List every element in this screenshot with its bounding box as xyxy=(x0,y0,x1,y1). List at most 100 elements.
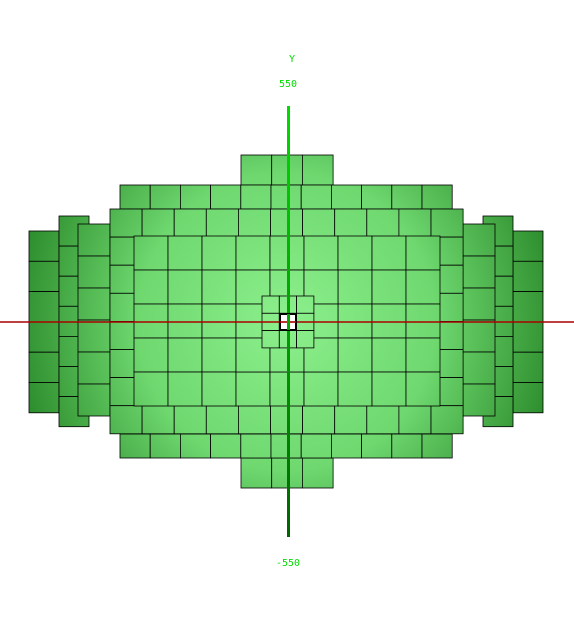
inner-tile xyxy=(235,235,271,271)
inner-tile xyxy=(371,269,407,305)
side-tile xyxy=(512,382,544,414)
bottom-tile xyxy=(421,433,453,459)
top-tile xyxy=(270,184,302,210)
top-tile xyxy=(240,184,272,210)
main-tile xyxy=(173,405,207,435)
top-tile xyxy=(210,184,242,210)
inner-tile xyxy=(337,303,373,339)
inner-tile xyxy=(167,269,203,305)
inner-tile xyxy=(133,269,169,305)
inner-tile xyxy=(371,337,407,373)
main-tile xyxy=(430,208,464,238)
inner-tile xyxy=(133,371,169,407)
main-tile xyxy=(270,208,303,238)
main-tile xyxy=(366,405,400,435)
main-tile xyxy=(141,208,175,238)
side-tile xyxy=(77,287,111,321)
inner-tile xyxy=(201,235,237,271)
bottom-tile xyxy=(119,433,151,459)
bottom-tile xyxy=(361,433,393,459)
inner-tile xyxy=(303,235,339,271)
inner-tile xyxy=(201,371,237,407)
side-tile xyxy=(28,382,60,414)
bottom-tile xyxy=(240,457,273,489)
top-tile xyxy=(301,154,334,186)
top-tile xyxy=(361,184,393,210)
top-tile xyxy=(119,184,151,210)
inner-tile xyxy=(167,235,203,271)
inner-tile xyxy=(371,303,407,339)
core-tile xyxy=(261,330,280,349)
bottom-tile xyxy=(179,433,211,459)
inner-tile xyxy=(167,303,203,339)
inner-tile xyxy=(371,371,407,407)
side-tile xyxy=(28,321,60,353)
side-tile xyxy=(77,223,111,257)
inner-tile xyxy=(201,303,237,339)
top-tile xyxy=(149,184,181,210)
main-tile xyxy=(237,208,271,238)
top-tile xyxy=(391,184,423,210)
bottom-tile xyxy=(149,433,181,459)
main-tile xyxy=(302,405,336,435)
bottom-tile xyxy=(240,433,272,459)
side-tile xyxy=(462,287,496,321)
side-tile xyxy=(462,351,496,385)
top-tile xyxy=(179,184,211,210)
main-tile xyxy=(270,405,303,435)
origin-marker xyxy=(279,313,297,331)
inner-tile xyxy=(371,235,407,271)
core-tile xyxy=(296,295,315,314)
bottom-tile xyxy=(330,433,362,459)
main-tile xyxy=(430,405,464,435)
side-tile xyxy=(77,319,111,353)
side-tile xyxy=(28,351,60,383)
inner-tile xyxy=(133,337,169,373)
side-tile xyxy=(512,230,544,262)
inner-tile xyxy=(201,337,237,373)
side-tile xyxy=(512,291,544,323)
side-tile xyxy=(462,255,496,289)
top-tile xyxy=(421,184,453,210)
inner-tile xyxy=(405,235,441,271)
side-tile xyxy=(512,351,544,383)
inner-tile xyxy=(337,371,373,407)
side-tile xyxy=(77,383,111,417)
inner-tile xyxy=(167,337,203,373)
side-tile xyxy=(77,351,111,385)
y-min-label: -550 xyxy=(276,558,300,569)
top-tile xyxy=(330,184,362,210)
side-tile xyxy=(512,321,544,353)
main-tile xyxy=(398,405,432,435)
main-tile xyxy=(141,405,175,435)
inner-tile xyxy=(133,303,169,339)
main-tile xyxy=(398,208,432,238)
side-tile xyxy=(28,260,60,292)
inner-tile xyxy=(337,337,373,373)
main-tile xyxy=(109,405,143,435)
inner-tile xyxy=(337,269,373,305)
side-tile xyxy=(512,260,544,292)
inner-tile xyxy=(405,303,441,339)
inner-tile xyxy=(133,235,169,271)
main-tile xyxy=(205,405,239,435)
main-tile xyxy=(366,208,400,238)
bottom-tile xyxy=(270,433,302,459)
y-axis-label: Y xyxy=(289,54,295,65)
y-max-label: 550 xyxy=(279,79,297,90)
top-tile xyxy=(300,184,332,210)
inner-tile xyxy=(405,371,441,407)
side-tile xyxy=(28,291,60,323)
bottom-tile xyxy=(391,433,423,459)
inner-tile xyxy=(405,269,441,305)
bottom-tile xyxy=(301,457,334,489)
core-tile xyxy=(296,330,315,349)
inner-tile xyxy=(337,235,373,271)
bottom-tile xyxy=(210,433,242,459)
main-tile xyxy=(302,208,336,238)
side-tile xyxy=(462,383,496,417)
main-tile xyxy=(237,405,271,435)
side-tile xyxy=(28,230,60,262)
inner-tile xyxy=(235,371,271,407)
